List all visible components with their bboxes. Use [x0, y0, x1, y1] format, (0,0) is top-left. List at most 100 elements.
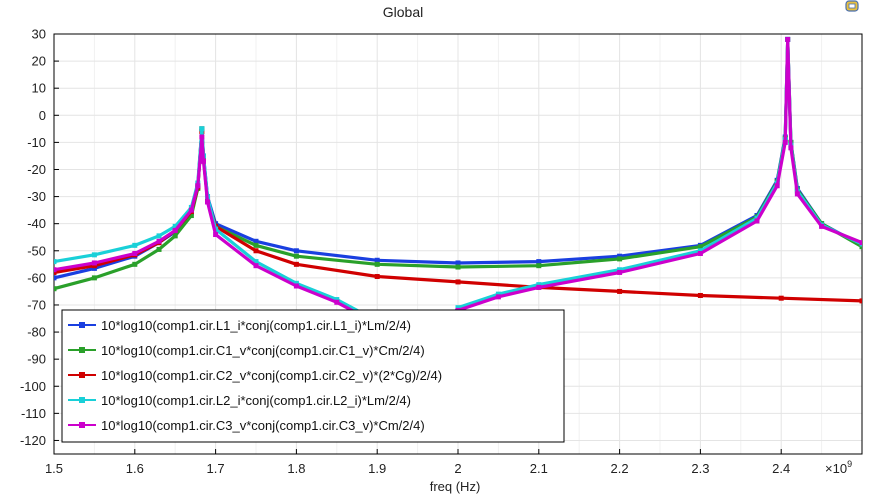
x-tick-label: 1.7 [207, 461, 225, 476]
series-5-point [199, 134, 205, 140]
series-5-point [859, 240, 862, 246]
series-5-point [293, 283, 299, 289]
series-3-point [374, 274, 380, 280]
y-tick-label: -100 [20, 379, 46, 394]
series-4-point [199, 126, 205, 132]
series-2-point [697, 244, 703, 250]
series-1-point [54, 275, 57, 281]
y-tick-label: -30 [27, 189, 46, 204]
y-tick-label: 30 [32, 27, 46, 42]
axis-ticks: 1.5 1.6 1.7 1.8 1.9 2 2.1 2.2 2.3 2.4 30 20 10 0 -10 -2… [20, 27, 790, 477]
legend-marker-1 [79, 322, 85, 328]
series-4-point [293, 280, 299, 286]
series-1-point [455, 260, 461, 266]
series-2-point [188, 213, 194, 219]
y-tick-label: -110 [21, 406, 46, 421]
series-5-point [617, 269, 623, 275]
series-5-point [788, 145, 794, 151]
series-5-point [253, 263, 259, 269]
series-2-point [293, 253, 299, 259]
x-multiplier-exponent: 9 [847, 459, 852, 469]
legend-entry-4: 10*log10(comp1.cir.L2_i*conj(comp1.cir.L… [101, 393, 411, 408]
series-5-point [536, 284, 542, 290]
series-4-point [536, 282, 542, 288]
series-3-point [617, 288, 623, 294]
x-axis-label: freq (Hz) [430, 479, 481, 494]
x-tick-label: 2.1 [530, 461, 548, 476]
series-4-point [156, 233, 162, 239]
series-3-point [859, 298, 862, 304]
x-tick-label: 2 [454, 461, 461, 476]
series-5-point [697, 250, 703, 256]
y-tick-label: -10 [27, 135, 46, 150]
series-5-point [54, 267, 57, 273]
series-5-point [132, 250, 138, 256]
x-tick-label: 1.8 [287, 461, 305, 476]
series-2-point [859, 244, 862, 250]
series-1-point [91, 265, 97, 271]
series-3-point [91, 263, 97, 269]
series-2-point [536, 263, 542, 269]
series-2-point [91, 275, 97, 281]
series-5-point [785, 36, 791, 42]
series-1-point [374, 257, 380, 263]
y-tick-label: -90 [27, 352, 46, 367]
x-tick-label: 1.9 [368, 461, 386, 476]
x-tick-label: 1.5 [45, 461, 63, 476]
series-3-point [293, 261, 299, 267]
y-tick-label: -120 [20, 433, 46, 448]
series-2-point [253, 242, 259, 248]
series-5-point [188, 207, 194, 213]
series-2-point [374, 261, 380, 267]
series-5-point [794, 191, 800, 197]
series-3-point [455, 279, 461, 285]
legend-entry-5: 10*log10(comp1.cir.C3_v*conj(comp1.cir.C… [101, 418, 425, 433]
series-4-point [617, 267, 623, 273]
legend-entry-2: 10*log10(comp1.cir.C1_v*conj(comp1.cir.C… [101, 343, 425, 358]
series-4-point [455, 305, 461, 311]
series-5-point [782, 139, 788, 145]
legend-entry-3: 10*log10(comp1.cir.C2_v*conj(comp1.cir.C… [101, 368, 442, 383]
series-5-point [200, 158, 206, 164]
y-tick-label: 20 [32, 54, 46, 69]
series-1-point [293, 248, 299, 254]
series-5-point [819, 223, 825, 229]
series-5-point [195, 183, 201, 189]
x-tick-label: 2.4 [772, 461, 790, 476]
series-4-point [697, 248, 703, 254]
series-5-point [172, 227, 178, 233]
series-5-point [213, 232, 219, 238]
series-1-point [253, 238, 259, 244]
series-4-point [253, 259, 259, 265]
x-tick-label: 2.3 [691, 461, 709, 476]
legend-marker-3 [79, 372, 85, 378]
series-2-point [132, 261, 138, 267]
series-5-point [495, 294, 501, 300]
x-multiplier-base: ×10 [825, 461, 847, 476]
chart-title: Global [383, 4, 423, 20]
legend-entry-1: 10*log10(comp1.cir.L1_i*conj(comp1.cir.L… [101, 318, 411, 333]
series-5-point [334, 299, 340, 305]
series-3-point [697, 292, 703, 298]
series-4-point [54, 259, 57, 265]
legend-box [61, 309, 565, 443]
x-tick-label: 1.6 [126, 461, 144, 476]
y-tick-label: -50 [27, 243, 46, 258]
series-2-point [455, 264, 461, 270]
plot-settings-icon[interactable] [845, 0, 859, 12]
legend-marker-2 [79, 347, 85, 353]
series-4-point [91, 252, 97, 258]
series-1-point [536, 259, 542, 265]
series-5-point [774, 183, 780, 189]
y-tick-label: -60 [27, 270, 46, 285]
series-3-point [778, 295, 784, 301]
y-tick-label: -40 [27, 216, 46, 231]
series-4-point [334, 297, 340, 303]
series-4-point [132, 242, 138, 248]
series-3-point [54, 269, 57, 275]
series-2-point [172, 233, 178, 239]
series-2-point [156, 246, 162, 252]
y-tick-label: -70 [27, 297, 46, 312]
